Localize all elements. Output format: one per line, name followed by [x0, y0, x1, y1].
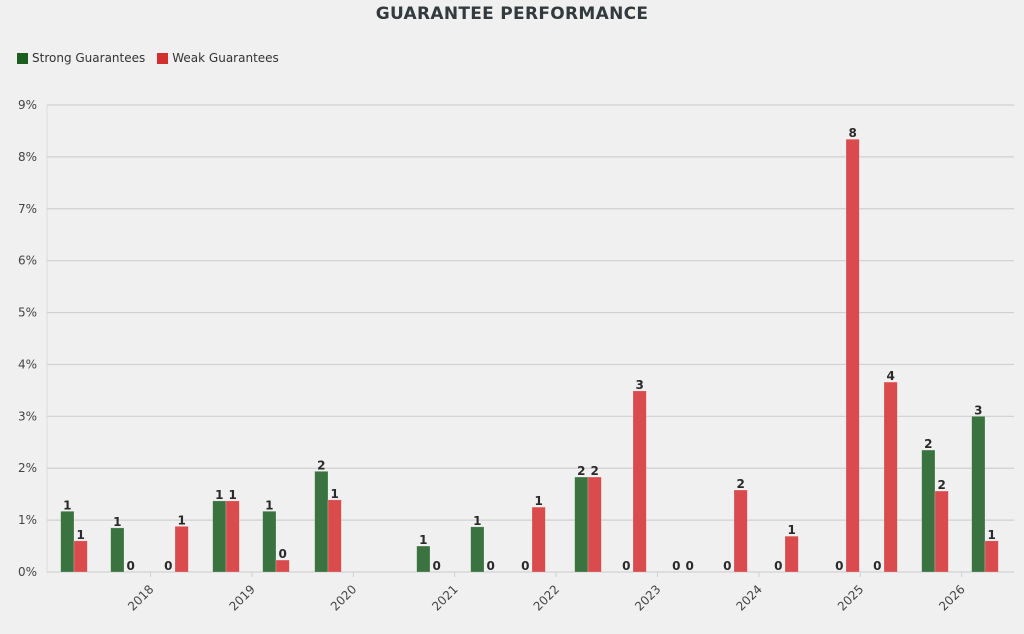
- bar-weak[interactable]: [883, 381, 898, 573]
- value-label-weak: 3: [635, 378, 643, 392]
- value-label-weak: 1: [787, 523, 795, 537]
- bar-strong[interactable]: [212, 500, 227, 573]
- bar-strong[interactable]: [262, 510, 277, 573]
- y-tick-label: 9%: [18, 98, 37, 112]
- bar-weak[interactable]: [587, 476, 602, 573]
- legend: Strong Guarantees Weak Guarantees: [17, 51, 291, 65]
- value-label-weak: 2: [590, 464, 598, 478]
- x-tick-label: 2020: [328, 582, 359, 613]
- bar-weak[interactable]: [73, 540, 88, 573]
- y-tick-label: 3%: [18, 409, 37, 423]
- x-tick-label: 2022: [531, 582, 562, 613]
- value-label-weak: 2: [736, 477, 744, 491]
- value-label-weak: 1: [330, 487, 338, 501]
- value-label-weak: 2: [937, 478, 945, 492]
- legend-label-weak: Weak Guarantees: [172, 51, 279, 65]
- value-label-strong: 1: [473, 514, 481, 528]
- x-tick-label: 2026: [936, 582, 967, 613]
- value-label-strong: 0: [672, 559, 680, 573]
- value-label-weak: 1: [534, 494, 542, 508]
- x-axis: 2018 2019 2020 2021 2022 2023 2024 2025 2026: [47, 571, 1014, 614]
- bars: [60, 138, 999, 573]
- value-label-weak: 1: [76, 528, 84, 542]
- value-label-strong: 0: [723, 559, 731, 573]
- value-label-strong: 0: [873, 559, 881, 573]
- x-tick-label: 2024: [733, 582, 764, 613]
- legend-item-weak[interactable]: Weak Guarantees: [157, 51, 279, 65]
- legend-swatch-weak: [157, 52, 169, 64]
- bar-weak[interactable]: [225, 500, 240, 573]
- y-tick-label: 4%: [18, 357, 37, 371]
- bar-strong[interactable]: [574, 476, 589, 573]
- bar-weak[interactable]: [531, 506, 546, 573]
- bar-strong[interactable]: [60, 510, 75, 573]
- value-label-weak: 0: [685, 559, 693, 573]
- chart-title: GUARANTEE PERFORMANCE: [375, 4, 649, 24]
- y-tick-label: 1%: [18, 513, 37, 527]
- value-label-strong: 1: [215, 488, 223, 502]
- value-label-strong: 2: [577, 464, 585, 478]
- bar-strong[interactable]: [416, 545, 431, 573]
- y-tick-label: 0%: [18, 565, 37, 579]
- value-label-strong: 3: [974, 403, 982, 417]
- legend-item-strong[interactable]: Strong Guarantees: [17, 51, 145, 65]
- value-label-strong: 0: [521, 559, 529, 573]
- gridlines: [46, 104, 1014, 573]
- bar-weak[interactable]: [174, 526, 189, 573]
- bar-weak[interactable]: [984, 540, 999, 573]
- bar-weak[interactable]: [632, 390, 647, 573]
- y-tick-label: 7%: [18, 202, 37, 216]
- value-label-strong: 0: [774, 559, 782, 573]
- value-label-strong: 1: [265, 498, 273, 512]
- x-tick-label: 2025: [835, 582, 866, 613]
- value-label-weak: 1: [987, 528, 995, 542]
- bar-weak[interactable]: [934, 490, 949, 573]
- x-tick-label: 2023: [632, 582, 663, 613]
- value-label-strong: 1: [419, 533, 427, 547]
- value-label-weak: 0: [126, 559, 134, 573]
- value-label-strong: 1: [63, 498, 71, 512]
- value-label-strong: 2: [924, 437, 932, 451]
- bar-weak[interactable]: [845, 138, 860, 573]
- x-tick-label: 2019: [226, 582, 257, 613]
- y-axis: 0% 1% 2% 3% 4% 5% 6% 7% 8% 9%: [18, 98, 37, 579]
- y-tick-label: 5%: [18, 306, 37, 320]
- bar-weak[interactable]: [327, 499, 342, 573]
- x-tick-label: 2021: [429, 582, 460, 613]
- value-label-weak: 4: [886, 369, 894, 383]
- value-label-strong: 0: [622, 559, 630, 573]
- value-label-weak: 8: [848, 126, 856, 140]
- bar-weak[interactable]: [733, 489, 748, 573]
- bar-weak[interactable]: [784, 535, 799, 573]
- x-tick-label: 2018: [125, 582, 156, 613]
- legend-label-strong: Strong Guarantees: [32, 51, 146, 65]
- value-label-weak: 1: [228, 488, 236, 502]
- y-tick-label: 2%: [18, 461, 37, 475]
- value-label-weak: 0: [278, 547, 286, 561]
- legend-swatch-strong: [17, 52, 28, 64]
- bar-strong[interactable]: [921, 449, 936, 573]
- bar-strong[interactable]: [314, 471, 329, 573]
- bar-strong[interactable]: [971, 416, 986, 573]
- value-label-weak: 1: [177, 513, 185, 527]
- y-tick-label: 8%: [18, 150, 37, 164]
- value-label-strong: 0: [835, 559, 843, 573]
- y-tick-label: 6%: [18, 254, 37, 268]
- value-label-weak: 0: [432, 559, 440, 573]
- value-label-strong: 1: [113, 515, 121, 529]
- bar-strong[interactable]: [470, 526, 485, 573]
- bar-weak[interactable]: [275, 559, 290, 573]
- value-label-strong: 0: [164, 559, 172, 573]
- bar-strong[interactable]: [110, 527, 125, 573]
- value-label-strong: 2: [317, 458, 325, 472]
- value-label-weak: 0: [486, 559, 494, 573]
